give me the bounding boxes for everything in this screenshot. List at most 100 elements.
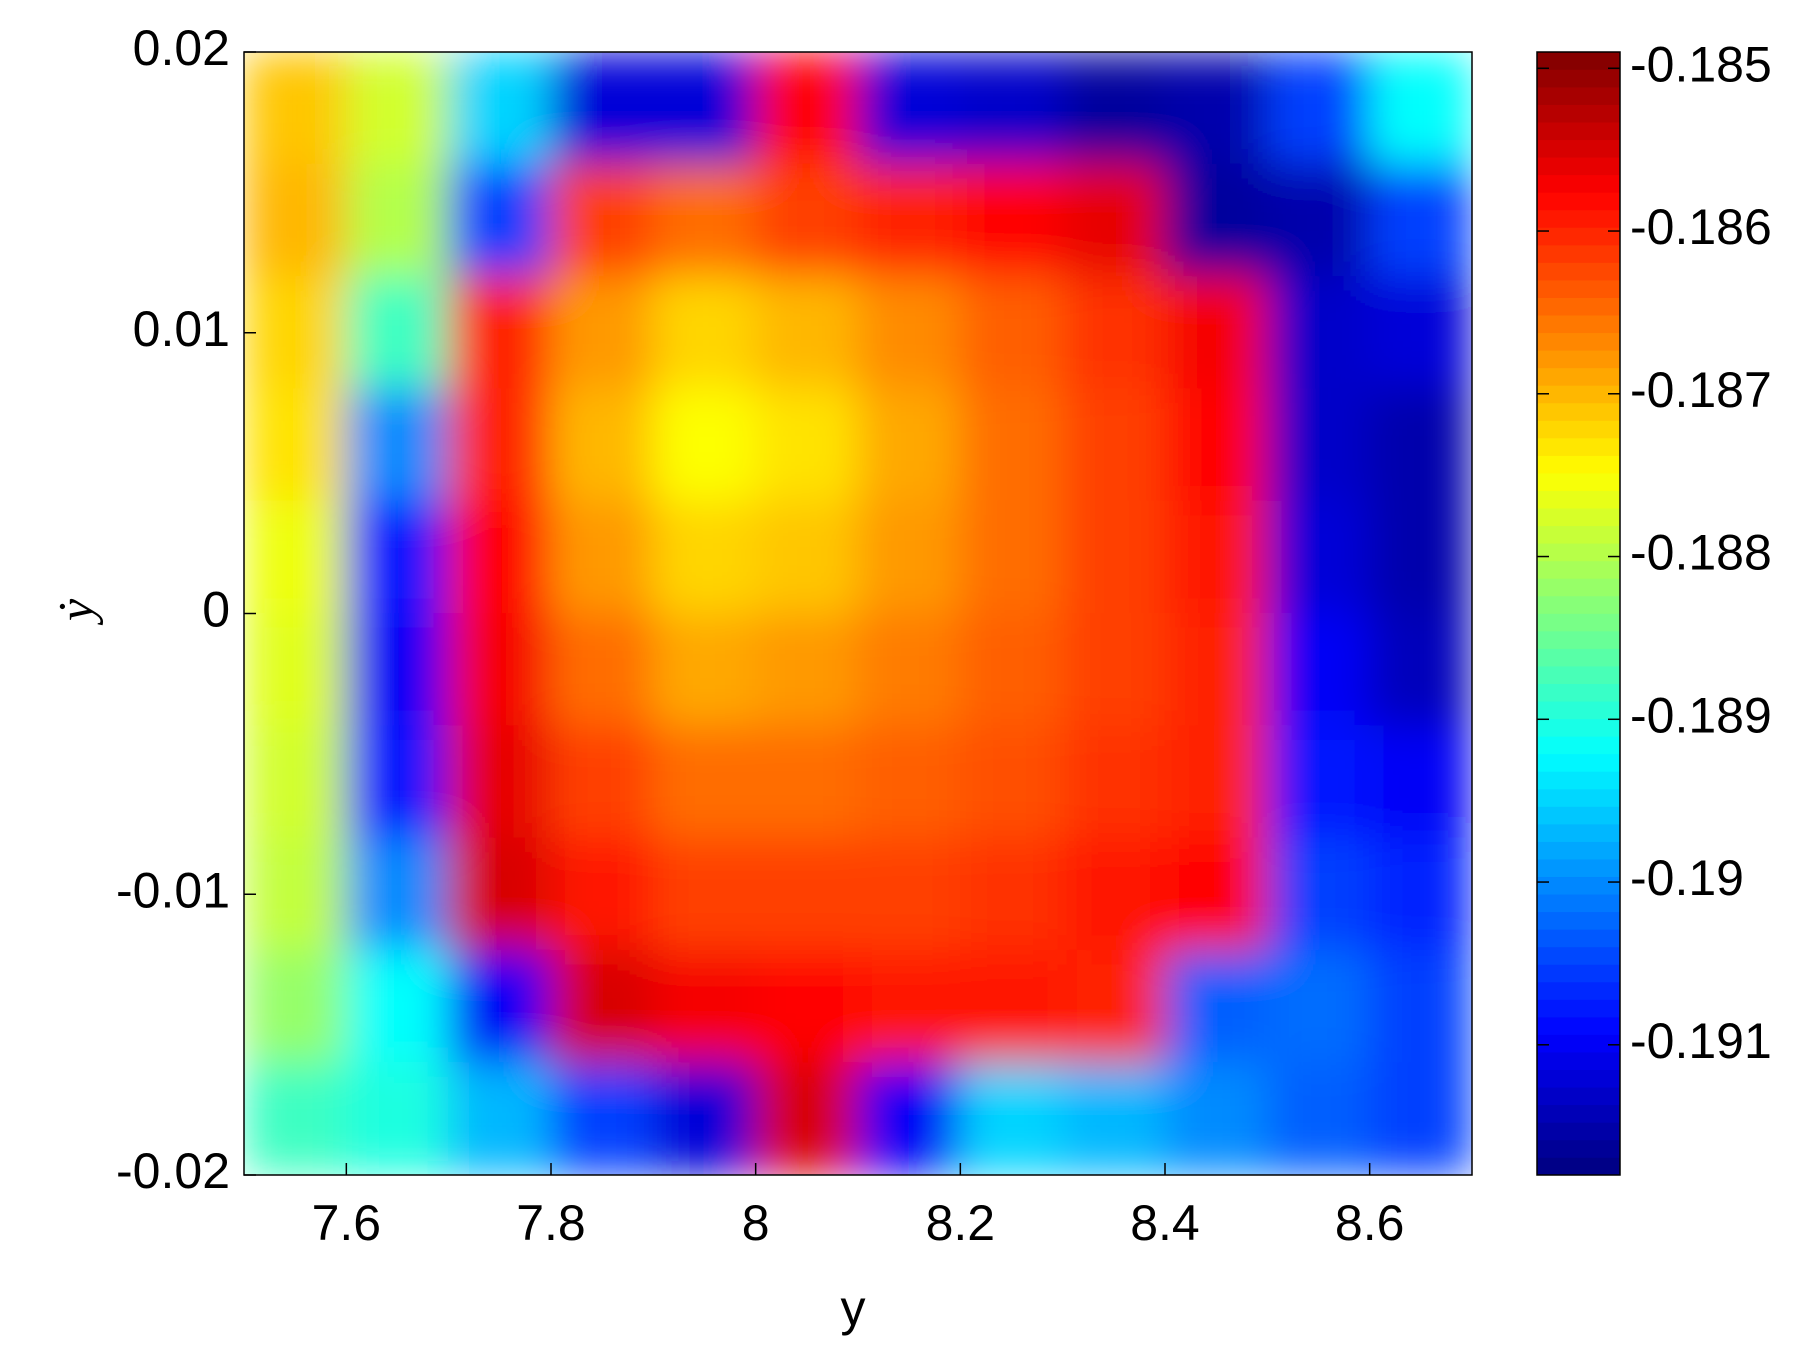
colorbar-band: [1537, 455, 1620, 474]
colorbar-tick-label: -0.186: [1630, 199, 1772, 255]
colorbar-band: [1537, 51, 1620, 70]
heat-cell: [1266, 613, 1371, 727]
heat-cell: [550, 725, 654, 839]
heat-cell: [244, 52, 347, 165]
heat-cell: [448, 1062, 552, 1175]
y-axis-label: ẏ: [47, 598, 103, 626]
heat-cell: [244, 500, 347, 614]
colorbar-band: [1537, 981, 1620, 1000]
colorbar-band: [1537, 385, 1620, 404]
heat-cell: [755, 52, 859, 165]
colorbar-band: [1537, 402, 1620, 421]
heat-cell: [244, 276, 347, 390]
axes: 7.6 7.8 8 8.2 8.4 8.6 -0.02 -0.01 0 0.01 0.02: [116, 20, 1473, 1251]
colorbar-band: [1537, 841, 1620, 860]
x-axis-label: y: [841, 1280, 866, 1336]
heat-cell: [1164, 500, 1268, 614]
heat-cell: [1369, 163, 1472, 278]
colorbar-band: [1537, 262, 1620, 281]
colorbar: -0.191 -0.19 -0.189 -0.188 -0.187 -0.186 -0.18…: [1536, 36, 1772, 1176]
colorbar-band: [1537, 349, 1620, 369]
colorbar-band: [1537, 1139, 1620, 1158]
colorbar-band: [1537, 929, 1620, 948]
heat-cell: [1266, 949, 1371, 1064]
heat-cell: [1369, 837, 1472, 951]
colorbar-band: [1537, 104, 1620, 123]
heat-cell: [1369, 949, 1472, 1064]
heat-cell: [755, 949, 859, 1064]
heat-cell: [550, 500, 654, 614]
colorbar-frame: [1536, 51, 1621, 1176]
colorbar-band: [1537, 806, 1620, 825]
colorbar-band: [1537, 1157, 1620, 1176]
colorbar-band: [1537, 999, 1620, 1018]
colorbar-band: [1537, 893, 1620, 913]
colorbar-band: [1537, 244, 1620, 263]
colorbar-band: [1537, 665, 1620, 684]
heat-cell: [1369, 725, 1472, 839]
colorbar-band: [1537, 332, 1620, 351]
heat-cell: [345, 1062, 450, 1175]
heat-cell: [1062, 276, 1166, 390]
colorbar-band: [1537, 121, 1620, 141]
colorbar-band: [1537, 736, 1620, 755]
heat-cell: [345, 837, 450, 951]
colorbar-band: [1537, 279, 1620, 298]
heat-cell: [652, 163, 757, 278]
heat-cell: [244, 388, 347, 502]
colorbar-tick-label: -0.189: [1630, 687, 1772, 743]
colorbar-band: [1537, 648, 1620, 667]
heat-cell: [652, 949, 757, 1064]
colorbar-band: [1537, 174, 1620, 193]
colorbar-tick-label: -0.188: [1630, 525, 1772, 581]
heat-cell: [1062, 388, 1166, 502]
heat-cell: [448, 613, 552, 727]
colorbar-band: [1537, 1051, 1620, 1071]
heat-cell: [1266, 837, 1371, 951]
heat-cell: [755, 500, 859, 614]
colorbar-band: [1537, 1104, 1620, 1123]
colorbar-band: [1537, 314, 1620, 334]
x-tick-label: 8.2: [926, 1195, 996, 1251]
heat-cell: [550, 837, 654, 951]
heat-cell: [345, 613, 450, 727]
heat-cell: [550, 52, 654, 165]
colorbar-band: [1537, 630, 1620, 649]
colorbar-tick-label: -0.185: [1630, 36, 1772, 92]
colorbar-band: [1537, 964, 1620, 983]
heat-cell: [652, 388, 757, 502]
colorbar-band: [1537, 771, 1620, 790]
heat-cell: [1164, 1062, 1268, 1175]
heat-cell: [959, 500, 1064, 614]
x-tick-label: 8.6: [1335, 1195, 1405, 1251]
colorbar-band: [1537, 718, 1620, 737]
heat-cell: [857, 725, 961, 839]
heat-cell: [959, 613, 1064, 727]
heat-cell: [959, 163, 1064, 278]
colorbar-band: [1537, 139, 1620, 158]
heat-cell: [448, 837, 552, 951]
colorbar-tick-label: -0.19: [1630, 850, 1744, 906]
heat-cell: [1164, 388, 1268, 502]
heat-cell: [448, 725, 552, 839]
colorbar-band: [1537, 753, 1620, 772]
heat-cell: [652, 1062, 757, 1175]
heat-cell: [857, 500, 961, 614]
heat-cell: [1266, 163, 1371, 278]
colorbar-band: [1537, 297, 1620, 316]
heat-cell: [345, 52, 450, 165]
heat-cell: [1369, 276, 1472, 390]
colorbar-band: [1537, 437, 1620, 456]
x-tick-label: 8: [742, 1195, 770, 1251]
heat-cell: [448, 163, 552, 278]
heat-cell: [1369, 1062, 1472, 1175]
colorbar-band: [1537, 507, 1620, 527]
heat-cell: [1164, 613, 1268, 727]
heat-cell: [755, 1062, 859, 1175]
colorbar-band: [1537, 69, 1620, 88]
colorbar-band: [1537, 227, 1620, 246]
colorbar-band: [1537, 472, 1620, 491]
heat-cell: [1062, 52, 1166, 165]
